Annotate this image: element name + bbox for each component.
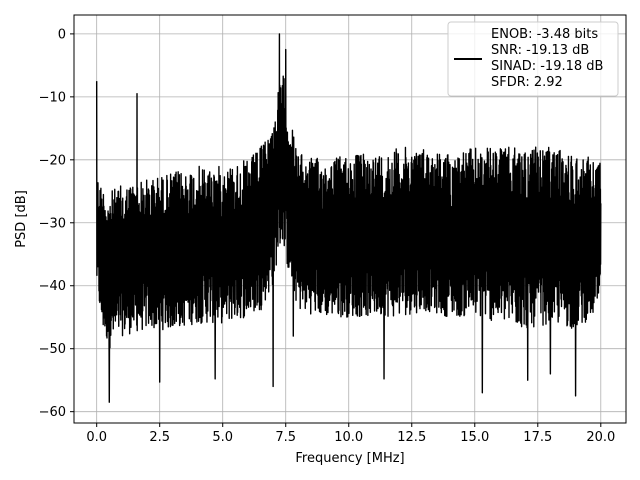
axes-frame xyxy=(73,14,627,424)
legend-label-line: ENOB: -3.48 bits xyxy=(491,27,598,42)
y-tick-label: −10 xyxy=(39,90,66,105)
x-axis-ticks: 0.0 2.5 5.0 7.5 10.0 12.5 15.0 17.5 20.0 xyxy=(86,423,615,445)
y-tick-label: −60 xyxy=(39,405,66,420)
x-tick-label: 0.0 xyxy=(86,430,107,445)
y-tick-label: 0 xyxy=(58,27,66,42)
x-tick-label: 10.0 xyxy=(334,430,363,445)
x-tick-label: 17.5 xyxy=(523,430,552,445)
x-tick-label: 7.5 xyxy=(275,430,296,445)
y-tick-label: −50 xyxy=(39,342,66,357)
x-tick-label: 2.5 xyxy=(149,430,170,445)
legend: ENOB: -3.48 bits SNR: -19.13 dB SINAD: -19… xyxy=(447,21,619,97)
legend-box xyxy=(447,21,619,97)
y-axis-label: PSD [dB] xyxy=(14,190,29,248)
psd-series-line xyxy=(95,33,602,403)
x-tick-label: 12.5 xyxy=(397,430,426,445)
y-tick-label: −20 xyxy=(39,153,66,168)
legend-label-line: SINAD: -19.18 dB xyxy=(491,59,603,74)
legend-label: ENOB: -3.48 bits SNR: -19.13 dB SINAD: -19… xyxy=(491,27,603,90)
x-tick-label: 20.0 xyxy=(586,430,615,445)
legend-label-line: SNR: -19.13 dB xyxy=(491,43,589,58)
x-tick-label: 15.0 xyxy=(460,430,489,445)
legend-label-line: SFDR: 2.92 xyxy=(491,75,563,90)
x-tick-label: 5.0 xyxy=(212,430,233,445)
y-tick-label: −40 xyxy=(39,279,66,294)
x-axis-label: Frequency [MHz] xyxy=(295,451,404,466)
y-axis-ticks: 0 −10 −20 −30 −40 −50 −60 xyxy=(39,27,74,420)
y-tick-label: −30 xyxy=(39,216,66,231)
plot-area xyxy=(95,33,602,403)
